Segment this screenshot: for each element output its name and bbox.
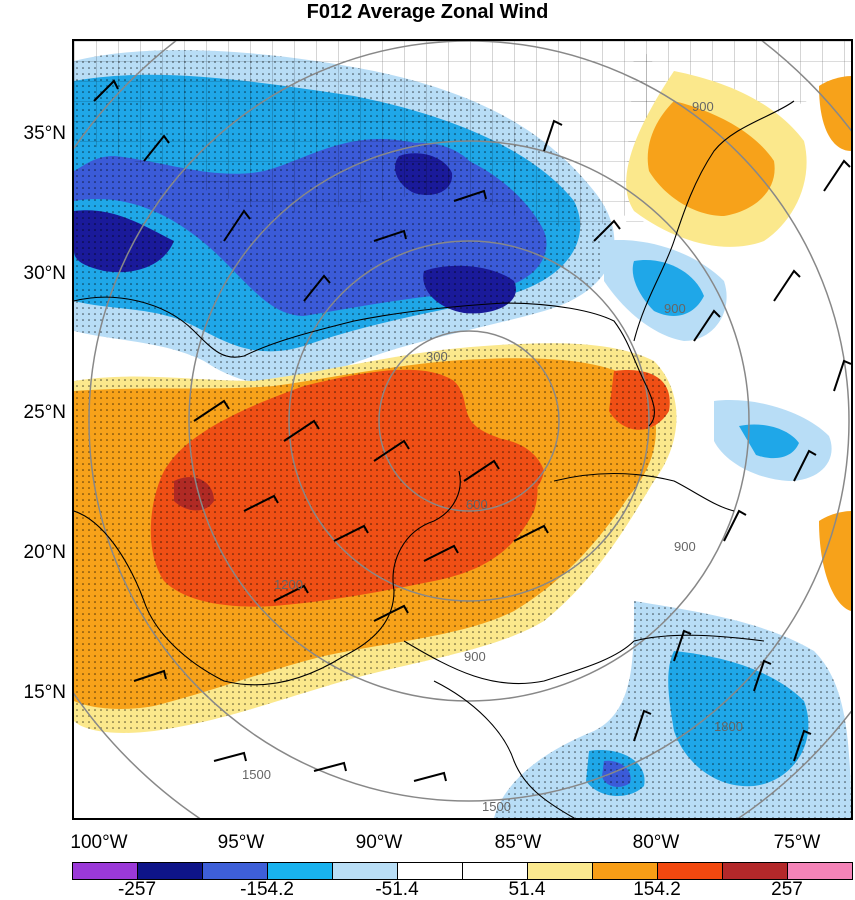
colorbar	[72, 862, 853, 880]
colorbar-swatch	[788, 863, 852, 879]
lon-label-85w: 85°W	[494, 832, 542, 853]
contour-label: 900	[664, 301, 686, 316]
wind-barbs	[93, 79, 851, 782]
lat-label-35n: 35°N	[23, 123, 66, 144]
colorbar-swatch	[398, 863, 463, 879]
map-title: F012 Average Zonal Wind	[306, 1, 549, 23]
wind-map-canvas: 300 600 900 900 900 1200 1500 1500 1800 …	[74, 41, 851, 818]
contour-label: 1500	[482, 799, 511, 814]
colorbar-tick-label: 51.4	[508, 879, 546, 900]
contour-label: 900	[692, 99, 714, 114]
colorbar-swatch	[723, 863, 788, 879]
colorbar-tick-label: 154.2	[633, 879, 681, 900]
colorbar-swatch	[593, 863, 658, 879]
positive-wind-region	[74, 71, 851, 806]
lat-label-25n: 25°N	[23, 402, 66, 423]
contour-label: 600	[466, 497, 488, 512]
lon-label-95w: 95°W	[217, 832, 265, 853]
lat-label-20n: 20°N	[23, 542, 66, 563]
contour-label: 1800	[714, 719, 743, 734]
colorbar-swatch	[658, 863, 723, 879]
colorbar-tick-label: 257	[771, 879, 803, 900]
colorbar-swatch	[528, 863, 593, 879]
lat-label-15n: 15°N	[23, 682, 66, 703]
colorbar-swatch	[463, 863, 528, 879]
coastlines	[74, 100, 795, 818]
contour-label: 1500	[242, 767, 271, 782]
contour-label: 900	[464, 649, 486, 664]
southeast-negative-patches	[494, 240, 851, 818]
lon-label-100w: 100°W	[70, 832, 128, 853]
lon-label-75w: 75°W	[773, 832, 821, 853]
contour-label: 300	[426, 349, 448, 364]
colorbar-tick-label: -257	[117, 879, 157, 900]
lat-label-30n: 30°N	[23, 263, 66, 284]
contour-label: 900	[674, 539, 696, 554]
wind-map: 300 600 900 900 900 1200 1500 1500 1800 …	[72, 39, 853, 820]
colorbar-tick-label: -51.4	[375, 879, 419, 900]
colorbar-swatch	[203, 863, 268, 879]
colorbar-swatch	[268, 863, 333, 879]
colorbar-swatch	[333, 863, 398, 879]
range-rings	[74, 41, 851, 818]
lon-label-90w: 90°W	[355, 832, 403, 853]
contour-labels: 300 600 900 900 900 1200 1500 1500 1800 …	[242, 99, 743, 814]
contour-label: 1200	[274, 577, 303, 592]
colorbar-swatch	[138, 863, 203, 879]
lon-label-80w: 80°W	[632, 832, 680, 853]
colorbar-tick-label: -154.2	[240, 879, 294, 900]
colorbar-swatch	[73, 863, 138, 879]
